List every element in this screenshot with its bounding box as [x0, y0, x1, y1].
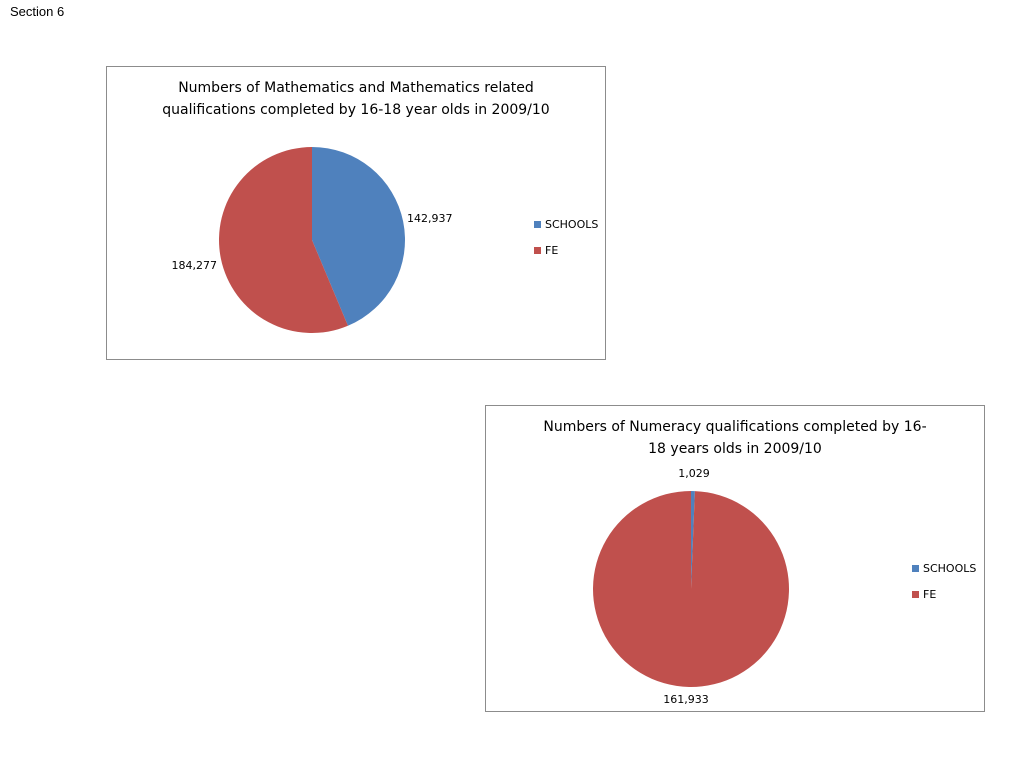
math-qualifications-chart: Numbers of Mathematics and Mathematics r…	[106, 66, 606, 360]
pie-slice-fe	[219, 147, 348, 333]
legend-item-fe: FE	[534, 244, 558, 257]
chart-title: Numbers of Numeracy qualifications compl…	[543, 419, 927, 457]
numeracy-qualifications-chart: Numbers of Numeracy qualifications compl…	[485, 405, 985, 712]
data-label-fe: 184,277	[172, 259, 218, 272]
data-label-fe: 161,933	[663, 693, 709, 706]
legend-item-schools: SCHOOLS	[912, 562, 976, 575]
section-label: Section 6	[10, 4, 65, 19]
chart-title: Numbers of Mathematics and Mathematics r…	[162, 80, 550, 118]
data-label-schools: 142,937	[407, 212, 453, 225]
legend-swatch	[534, 221, 541, 228]
pie-chart-svg: 1,029 161,933 SCHOOLS FE	[593, 467, 976, 706]
legend-label: FE	[545, 244, 558, 257]
pie-slice-schools	[312, 147, 405, 326]
legend-swatch	[912, 591, 919, 598]
data-label-schools: 1,029	[678, 467, 710, 480]
pie-slice-schools	[691, 491, 695, 589]
legend-swatch	[912, 565, 919, 572]
pie-chart-svg: 142,937 184,277 SCHOOLS FE	[172, 147, 598, 333]
pie-slice-fe	[593, 491, 789, 687]
legend-label: SCHOOLS	[923, 562, 976, 575]
legend-item-schools: SCHOOLS	[534, 218, 598, 231]
legend-item-fe: FE	[912, 588, 936, 601]
legend-swatch	[534, 247, 541, 254]
legend-label: SCHOOLS	[545, 218, 598, 231]
legend-label: FE	[923, 588, 936, 601]
